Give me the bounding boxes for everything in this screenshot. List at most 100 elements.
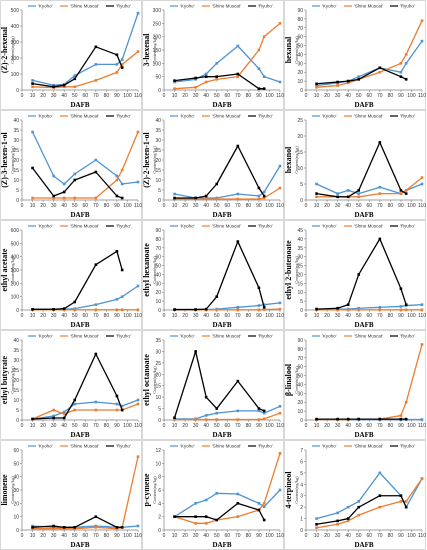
x-tick-label: 0 [305,533,308,539]
series-line [174,22,281,90]
data-point [257,67,261,70]
data-point [262,411,266,415]
y-tick-label: 600 [11,228,20,234]
y-tick-label: 200 [11,281,20,287]
data-point [94,63,98,66]
y-tick-label: 20 [155,158,161,164]
x-tick-label: 20 [40,203,46,209]
y-tick-label: 30 [13,358,19,364]
panel-title: ethyl butyrate [0,355,9,404]
y-tick-label: 200 [11,56,20,62]
y-tick-label: 0 [16,308,19,314]
data-point [73,527,77,530]
data-point [52,408,55,412]
x-tick-label: 0 [163,203,166,209]
data-point [257,186,261,190]
y-tick-label: 20 [297,272,303,278]
panel-title: (Z)-2-hexen-1-ol [142,131,151,187]
x-tick-label: 10 [314,313,320,319]
x-axis-label: DAFB [70,321,89,329]
data-point [215,418,219,421]
x-tick-label: 50 [214,533,220,539]
data-point [52,308,55,311]
legend-label: 'Kyoho' [322,224,337,229]
series-line [32,12,139,86]
data-point [115,63,119,66]
data-point [115,194,119,198]
data-point [94,400,98,404]
data-point [136,308,140,312]
y-tick-label: 70 [297,26,303,32]
data-point [52,85,55,89]
x-tick-label: 80 [388,313,394,319]
data-point [257,87,261,90]
data-point [357,195,361,199]
data-point [136,524,140,528]
data-point [236,409,240,413]
data-point [136,180,140,184]
panel-title: p-cymene [142,473,151,506]
y-tick-label: 60 [297,365,303,371]
legend-label: 'Kyoho' [322,4,337,9]
data-point [404,189,408,192]
legend-label: 'Kyoho' [38,224,53,229]
data-point [399,192,403,195]
series-line [32,516,123,528]
data-point [215,62,219,65]
x-tick-label: 40 [61,203,67,209]
x-tick-label: 70 [235,423,241,429]
y-tick-label: 7 [300,448,303,454]
x-tick-label: 50 [356,93,362,99]
y-tick-label: 40 [13,338,19,344]
data-point [236,492,240,496]
x-tick-label: 50 [356,423,362,429]
y-tick-label: 0 [16,198,19,204]
x-tick-label: 0 [21,533,24,539]
y-tick-label: 50 [155,75,161,81]
x-tick-label: 0 [305,203,308,209]
y-tick-label: 25 [13,368,19,374]
x-tick-label: 0 [163,93,166,99]
y-tick-label: 4 [158,501,161,507]
y-axis-label: Content(ng/kg) [294,476,299,504]
data-point [236,515,240,518]
y-tick-label: 250 [153,21,162,27]
data-point [378,417,382,421]
data-point [204,515,208,518]
data-point [115,298,119,301]
data-point [236,72,240,76]
data-point [262,505,266,508]
y-tick-label: 15 [297,150,303,156]
y-tick-label: 60 [155,255,161,261]
y-tick-label: 2 [300,505,303,511]
series-line [32,353,123,420]
data-point [215,308,219,312]
y-tick-label: 5 [300,299,303,305]
y-tick-label: 10 [155,395,161,401]
y-tick-label: 25 [155,148,161,154]
x-tick-label: 60 [366,533,372,539]
data-point [420,343,424,346]
data-point [52,196,55,200]
y-axis-label: Content(ng/kg) [294,366,299,394]
x-tick-label: 10 [30,533,36,539]
y-tick-label: 90 [155,228,161,234]
data-point [399,70,403,74]
y-tick-label: 20 [155,290,161,296]
data-point [357,308,361,312]
x-tick-label: 70 [235,313,241,319]
data-point [94,526,98,529]
series-line [316,344,423,421]
x-tick-label: 10 [172,533,178,539]
x-tick-label: 60 [82,423,88,429]
x-tick-label: 30 [51,203,57,209]
x-tick-label: 80 [388,533,394,539]
x-tick-label: 40 [203,93,209,99]
y-tick-label: 25 [13,148,19,154]
x-tick-label: 30 [193,93,199,99]
data-point [73,77,77,81]
x-tick-label: 50 [214,313,220,319]
x-tick-label: 60 [82,93,88,99]
legend-label: 'Shine Muscat' [212,4,241,9]
data-point [315,192,318,195]
